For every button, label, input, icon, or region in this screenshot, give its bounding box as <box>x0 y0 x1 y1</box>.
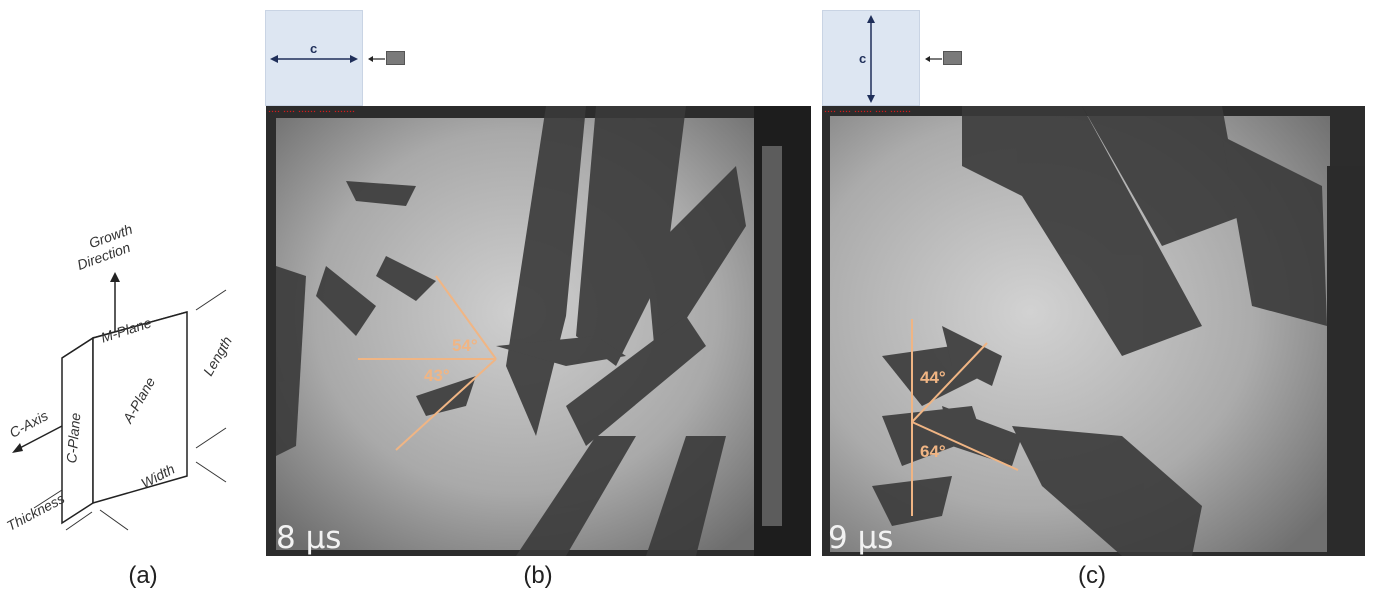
frame-b-svg <box>276 106 811 556</box>
time-stamp-c: 9 µs <box>828 520 894 556</box>
camera-hud-c: ▪▪▪▪ ▪▪▪▪ ▪▪▪▪▪▪ ▪▪▪▪ ▪▪▪▪▪▪▪ <box>824 109 912 115</box>
orientation-box-b: c <box>265 10 363 106</box>
sample-chip-c <box>943 51 962 65</box>
frame-c-svg <box>830 106 1365 556</box>
high-speed-frame-c: ▪▪▪▪ ▪▪▪▪ ▪▪▪▪▪▪ ▪▪▪▪ ▪▪▪▪▪▪▪ 44° 64° 9 … <box>822 106 1365 556</box>
sample-chip-b <box>386 51 405 65</box>
horizontal-c-axis-arrow <box>270 55 358 63</box>
angle-overlay-c <box>911 319 1019 516</box>
crystal-diagram: Growth Direction M-Plane A-Plane C-Plane… <box>0 200 260 560</box>
vertical-c-axis-arrow <box>867 15 875 103</box>
crystal-diagram-svg <box>12 272 227 531</box>
high-speed-frame-b: ▪▪▪▪ ▪▪▪▪ ▪▪▪▪▪▪ ▪▪▪▪ ▪▪▪▪▪▪▪ 54° 43° 8 … <box>266 106 811 556</box>
angle-label-lower-c: 64° <box>920 442 946 461</box>
panel-label-c: (c) <box>1078 562 1106 589</box>
angle-label-upper-c: 44° <box>920 368 946 387</box>
angle-label-upper-b: 54° <box>452 336 478 355</box>
orientation-box-c: c <box>822 10 920 106</box>
angle-label-lower-b: 43° <box>424 366 450 385</box>
panel-label-a: (a) <box>128 562 158 589</box>
c-axis-letter-c: c <box>859 51 867 66</box>
panel-label-b: (b) <box>523 562 553 589</box>
camera-hud-b: ▪▪▪▪ ▪▪▪▪ ▪▪▪▪▪▪ ▪▪▪▪ ▪▪▪▪▪▪▪ <box>268 109 356 115</box>
c-axis-letter-b: c <box>310 41 318 56</box>
time-stamp-b: 8 µs <box>276 520 342 556</box>
angle-overlay-b <box>358 275 497 451</box>
incoming-arrow-c <box>925 56 942 62</box>
incoming-arrow-b <box>368 56 385 62</box>
